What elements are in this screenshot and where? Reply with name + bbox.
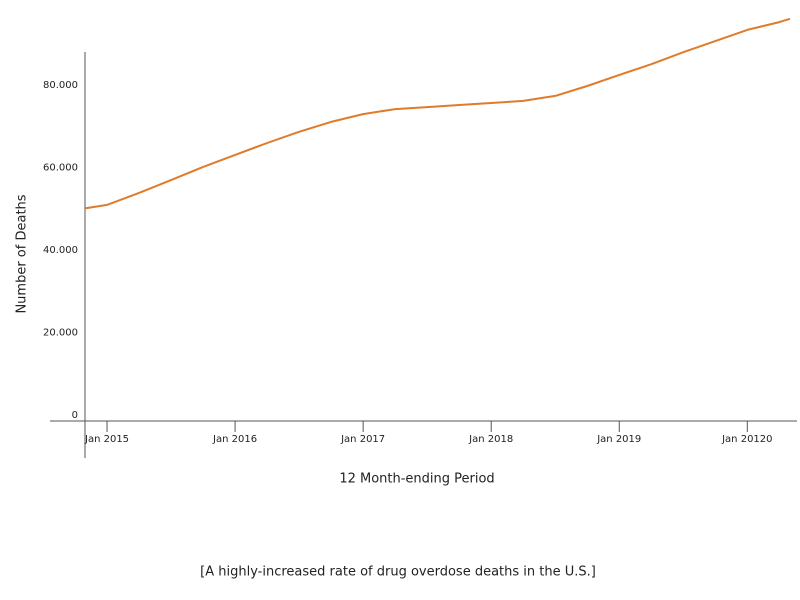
x-tick-label: Jan 20120 <box>721 434 772 445</box>
y-tick-label: 80.000 <box>43 80 78 91</box>
x-tick-label: Jan 2018 <box>468 434 513 445</box>
caption: [A highly-increased rate of drug overdos… <box>200 565 596 580</box>
y-axis-label: Number of Deaths <box>15 194 30 313</box>
y-tick-label: 60.000 <box>43 163 78 174</box>
y-tick-label: 0 <box>72 410 78 421</box>
data-line <box>85 17 791 210</box>
x-tick-label: Jan 2019 <box>596 434 641 445</box>
x-axis-label: 12 Month-ending Period <box>339 472 494 487</box>
x-tick-label: Jan 2017 <box>340 434 385 445</box>
x-tick-label: Jan 2016 <box>212 434 257 445</box>
x-tick-label: Jan 2015 <box>84 434 129 445</box>
y-tick-label: 20.000 <box>43 328 78 339</box>
y-tick-label: 40.000 <box>43 245 78 256</box>
